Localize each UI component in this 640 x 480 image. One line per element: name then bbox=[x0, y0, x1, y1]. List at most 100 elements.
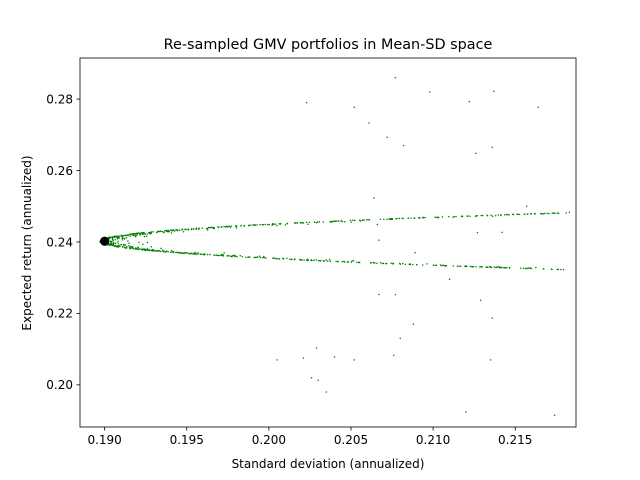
resampled-point bbox=[276, 359, 278, 361]
resampled-point bbox=[190, 252, 193, 254]
resampled-point bbox=[149, 249, 151, 252]
resampled-point bbox=[504, 266, 507, 269]
resampled-point bbox=[434, 264, 436, 267]
resampled-point bbox=[286, 222, 288, 224]
resampled-point bbox=[110, 240, 112, 243]
resampled-point bbox=[443, 265, 446, 267]
resampled-point bbox=[136, 248, 138, 250]
resampled-point bbox=[479, 266, 481, 268]
resampled-point bbox=[296, 222, 299, 224]
resampled-point bbox=[391, 262, 394, 265]
resampled-point bbox=[376, 223, 379, 226]
resampled-point bbox=[120, 243, 122, 246]
resampled-point bbox=[153, 249, 156, 252]
resampled-point bbox=[125, 247, 128, 249]
resampled-point bbox=[557, 212, 560, 215]
resampled-point bbox=[455, 215, 457, 218]
resampled-point bbox=[537, 106, 539, 109]
resampled-point bbox=[146, 233, 148, 235]
resampled-point bbox=[129, 233, 132, 236]
resampled-point bbox=[351, 260, 353, 262]
resampled-point bbox=[235, 225, 238, 227]
y-tick-label: 0.24 bbox=[46, 235, 73, 249]
resampled-point bbox=[121, 237, 124, 240]
resampled-point bbox=[232, 254, 234, 257]
resampled-point bbox=[491, 146, 493, 149]
resampled-point bbox=[489, 359, 492, 361]
resampled-point bbox=[480, 214, 482, 217]
resampled-point bbox=[121, 236, 124, 238]
resampled-point bbox=[206, 229, 209, 231]
resampled-point bbox=[524, 267, 527, 270]
resampled-point bbox=[401, 262, 404, 265]
resampled-point bbox=[131, 233, 134, 235]
resampled-point bbox=[144, 248, 147, 250]
x-tick-label: 0.190 bbox=[87, 433, 121, 447]
x-tick-label: 0.195 bbox=[170, 433, 204, 447]
resampled-point bbox=[136, 234, 138, 236]
resampled-point bbox=[243, 225, 245, 227]
resampled-point bbox=[137, 248, 140, 251]
resampled-point bbox=[553, 414, 556, 416]
resampled-point bbox=[151, 249, 153, 252]
resampled-point bbox=[479, 299, 482, 301]
resampled-point bbox=[370, 262, 372, 264]
resampled-point bbox=[274, 257, 276, 259]
resampled-point bbox=[134, 248, 137, 250]
resampled-point bbox=[219, 254, 222, 257]
resampled-point bbox=[160, 250, 162, 253]
resampled-point bbox=[452, 216, 454, 218]
resampled-point bbox=[372, 261, 375, 264]
resampled-point bbox=[229, 226, 232, 229]
resampled-point bbox=[335, 260, 337, 263]
y-axis: 0.20 0.22 0.24 0.26 0.28 bbox=[46, 92, 80, 392]
resampled-point bbox=[256, 256, 259, 258]
resampled-point bbox=[226, 226, 229, 228]
resampled-point bbox=[413, 217, 416, 219]
resampled-point bbox=[146, 248, 149, 250]
resampled-point bbox=[316, 221, 319, 223]
resampled-point bbox=[317, 259, 320, 262]
resampled-point bbox=[391, 217, 394, 220]
resampled-point bbox=[235, 227, 238, 229]
resampled-point bbox=[284, 224, 287, 226]
resampled-point bbox=[112, 236, 115, 238]
resampled-point bbox=[278, 258, 280, 260]
resampled-point bbox=[114, 238, 117, 241]
resampled-point bbox=[175, 251, 177, 254]
resampled-point bbox=[422, 216, 424, 219]
y-tick-label: 0.28 bbox=[46, 92, 73, 106]
resampled-point bbox=[133, 232, 136, 235]
resampled-point bbox=[525, 205, 528, 207]
resampled-point bbox=[136, 232, 138, 235]
resampled-point bbox=[215, 254, 218, 256]
resampled-point bbox=[178, 229, 180, 231]
resampled-point bbox=[522, 267, 525, 269]
resampled-point bbox=[111, 237, 114, 240]
resampled-point bbox=[410, 217, 412, 219]
resampled-point bbox=[262, 255, 265, 258]
resampled-point bbox=[259, 256, 262, 259]
resampled-point bbox=[177, 251, 180, 254]
resampled-point bbox=[323, 260, 326, 262]
resampled-point bbox=[170, 251, 172, 254]
resampled-point bbox=[412, 263, 414, 266]
resampled-point bbox=[346, 261, 348, 263]
resampled-point bbox=[458, 265, 460, 267]
resampled-point bbox=[310, 259, 312, 261]
resampled-point bbox=[332, 220, 335, 222]
resampled-point bbox=[385, 262, 388, 265]
resampled-point bbox=[170, 232, 173, 234]
resampled-point bbox=[173, 230, 176, 232]
resampled-point bbox=[442, 264, 444, 267]
resampled-point bbox=[160, 247, 162, 250]
resampled-point bbox=[432, 264, 435, 266]
resampled-point bbox=[181, 252, 184, 254]
resampled-point bbox=[253, 256, 256, 259]
y-tick-label: 0.20 bbox=[46, 378, 73, 392]
resampled-point bbox=[452, 265, 455, 267]
resampled-point bbox=[343, 260, 345, 263]
resampled-point bbox=[317, 379, 319, 381]
resampled-point bbox=[500, 266, 502, 269]
resampled-point bbox=[352, 259, 355, 262]
